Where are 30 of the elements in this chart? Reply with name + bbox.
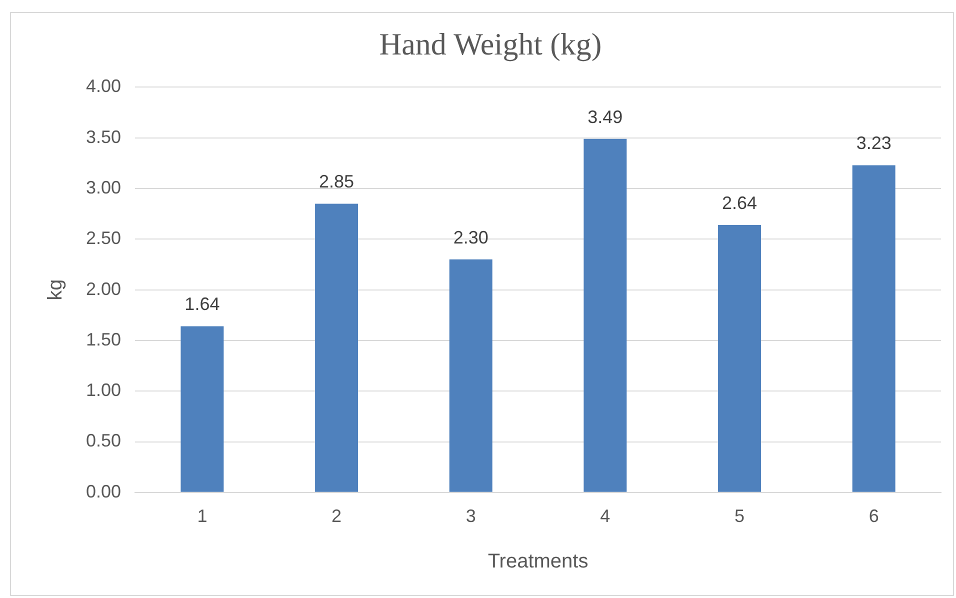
- y-tick-label: 1.00: [86, 380, 122, 400]
- x-tick-label: 3: [466, 506, 476, 526]
- bar: [315, 204, 358, 492]
- y-axis-title: kg: [44, 279, 67, 300]
- x-tick-label: 6: [868, 506, 879, 526]
- bar: [584, 138, 627, 492]
- x-axis-title: Treatments: [488, 550, 588, 573]
- y-tick-label: 0.50: [86, 430, 122, 451]
- x-tick-label: 5: [734, 506, 745, 526]
- bar: [852, 165, 896, 492]
- y-tick-label: 3.50: [86, 126, 122, 147]
- x-tick-label: 2: [332, 506, 342, 526]
- bar: [718, 224, 761, 492]
- data-label: 1.64: [184, 294, 220, 314]
- chart-title: Hand Weight (kg): [379, 26, 602, 62]
- x-tick-label: 4: [600, 506, 610, 526]
- x-tick-label: 1: [197, 506, 208, 526]
- y-tick-label: 0.00: [86, 481, 122, 502]
- y-tick-label: 2.00: [86, 278, 122, 299]
- y-tick-label: 2.50: [86, 228, 122, 248]
- y-tick-label: 3.00: [86, 177, 122, 198]
- data-label: 2.64: [722, 192, 758, 213]
- data-label: 2.85: [319, 172, 354, 192]
- data-label: 3.23: [856, 133, 892, 154]
- data-label: 2.30: [453, 227, 488, 248]
- y-tick-label: 1.50: [86, 329, 122, 350]
- bar: [449, 259, 492, 492]
- bar: [180, 326, 224, 492]
- y-tick-label: 4.00: [86, 76, 122, 96]
- data-label: 3.49: [588, 106, 623, 127]
